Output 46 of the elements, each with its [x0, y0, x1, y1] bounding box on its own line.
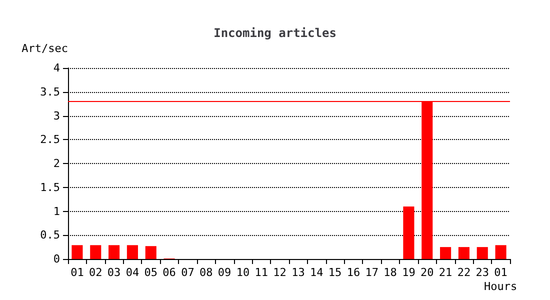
x-tick-label: 14	[310, 266, 324, 279]
y-tick-label: 0.5	[40, 228, 60, 242]
x-tick-label: 10	[236, 266, 250, 279]
x-tick-label: 06	[162, 266, 176, 279]
chart-title: Incoming articles	[214, 26, 336, 40]
x-tick-label: 04	[126, 266, 140, 279]
y-tick-label: 4	[53, 62, 60, 74]
x-tick-label: 11	[254, 266, 268, 279]
bar	[440, 247, 452, 259]
bar	[476, 247, 488, 259]
bar	[403, 206, 414, 259]
x-tick-label: 23	[476, 266, 489, 279]
bar	[90, 245, 102, 259]
bar	[108, 245, 120, 259]
bar	[495, 245, 506, 259]
x-tick-label: 16	[346, 266, 360, 279]
y-axis-title: Art/sec	[22, 42, 68, 55]
bar	[458, 247, 470, 259]
x-tick-label: 03	[107, 266, 121, 279]
x-tick-label: 01	[494, 266, 508, 279]
x-tick-label: 05	[144, 266, 158, 279]
x-tick-label: 07	[181, 266, 194, 279]
x-tick-label: 02	[89, 266, 102, 279]
y-tick-label: 2	[53, 157, 60, 170]
y-tick-label: 1.5	[40, 180, 60, 194]
y-tick-label: 0	[53, 252, 60, 266]
y-tick-label: 3	[53, 109, 60, 122]
x-tick-label: 22	[457, 266, 471, 279]
x-tick-label: 01	[70, 266, 84, 279]
x-tick-label: 21	[438, 266, 452, 279]
x-axis-title: Hours	[484, 280, 518, 293]
x-tick-label: 08	[200, 266, 213, 279]
x-tick-label: 18	[384, 266, 397, 279]
x-tick-label: 20	[420, 266, 434, 279]
bar	[126, 245, 138, 259]
x-tick-label: 17	[365, 266, 378, 279]
x-tick-label: 12	[273, 266, 286, 279]
x-tick-label: 19	[402, 266, 416, 279]
y-tick-label: 3.5	[40, 85, 60, 98]
y-tick-label: 1	[53, 204, 60, 218]
x-tick-label: 15	[328, 266, 342, 279]
bar	[145, 246, 156, 259]
bar	[72, 245, 83, 259]
x-tick-label: 09	[218, 266, 232, 279]
x-tick-label: 13	[292, 266, 305, 279]
y-tick-label: 2.5	[40, 133, 60, 146]
